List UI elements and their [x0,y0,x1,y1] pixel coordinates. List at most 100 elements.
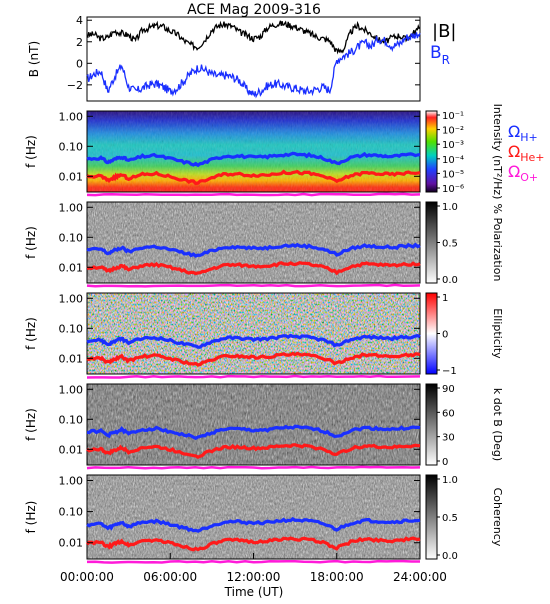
f-ytick-label: 1.00 [59,201,84,214]
colorbar-tick-label: 10⁻⁵ [442,169,464,180]
f-ylabel: f (Hz) [24,317,38,350]
colorbar-tick-label: −1 [442,366,457,377]
legend-b-radial-main: B [430,43,442,63]
o-plus-gyro-line [86,559,420,564]
f-ytick-label: 1.00 [59,383,84,396]
legend-omega-h-main: Ω [508,122,520,141]
x-axis-label: Time (UT) [224,585,284,599]
colorbar-tick-label: 10⁻³ [442,140,464,151]
polarization-texture [87,202,420,283]
h-plus-gyro-line [86,424,421,441]
intensity-colorbar [425,110,438,193]
ellipticity-texture [87,293,420,374]
figure-title: ACE Mag 2009-316 [187,2,321,18]
legend-omega-o-main: Ω [508,162,520,181]
b-total-line [86,20,421,55]
h-plus-gyro-line [86,151,421,168]
o-plus-gyro-line [86,465,421,470]
legend-b-radial: BR [430,43,450,67]
colorbar-tick-label: 0 [442,330,448,341]
b-field-ylabel-text: B (nT) [27,41,41,77]
legend-omega-o-sub: O+ [520,171,538,184]
colorbar-tick-label: 0.0 [442,275,458,286]
coherency-panel [86,474,438,560]
x-tick-label: 06:00:00 [143,570,197,584]
f-ytick-label: 1.00 [59,110,84,123]
coherency-colorbar [425,474,438,560]
h-plus-gyro-line [86,333,421,349]
f-ylabel: f (Hz) [24,408,38,441]
gyro-legend: ΩH+ ΩHe+ ΩO+ [508,122,545,184]
legend-omega-h-sub: H+ [520,131,538,144]
h-plus-gyro-line [86,242,421,258]
b-field-ylabel: B (nT) [27,41,41,77]
colorbar-label: Ellipticity [491,308,504,359]
x-tick-label: 12:00:00 [227,570,281,584]
colorbar-tick-label: 1.0 [442,475,458,486]
o-plus-gyro-line [86,374,421,379]
b-ytick-label: 2 [76,36,83,49]
f-ytick-label: 0.10 [59,506,84,519]
colorbar-label: % Polarization [491,204,504,282]
f-ytick-label: 0.10 [59,140,84,153]
b-field-plot-area [86,16,421,102]
k-dot-b-frame [86,383,421,466]
f-ytick-label: 0.10 [59,231,84,244]
f-ytick-label: 1.00 [59,474,84,487]
colorbar-tick-label: 10⁻⁴ [442,155,464,166]
he-plus-gyro-line [86,351,421,367]
colorbar-tick-label: 0.5 [442,513,458,524]
legend-omega-o: ΩO+ [508,162,538,184]
colorbar-tick-label: 30 [442,433,455,444]
colorbar-tick-label: 10⁻¹ [442,111,464,122]
colorbar-tick-label: 0.0 [442,551,458,562]
colorbar-tick-label: 60 [442,408,455,419]
colorbar-tick-label: 0.5 [442,239,458,250]
f-ytick-label: 0.01 [59,261,84,274]
colorbar-tick-label: 1.0 [442,202,458,213]
f-ytick-label: 0.01 [59,170,84,183]
h-plus-gyro-line [86,516,421,533]
colorbar-label: Intensity (nT²/Hz) [491,104,504,200]
b-field-y-ticks: −2 0 2 4 [67,14,420,92]
b-radial-line [86,32,421,99]
x-tick-label: 00:00:00 [60,570,114,584]
he-plus-gyro-line [85,536,421,552]
f-ylabel: f (Hz) [24,226,38,259]
legend-omega-he: ΩHe+ [508,142,545,164]
x-tick-label: 18:00:00 [310,570,364,584]
colorbar-label: Coherency [491,488,504,547]
he-plus-gyro-line [86,443,421,459]
b-ytick-label: 4 [76,14,83,27]
f-ytick-label: 0.01 [59,443,84,456]
f-ytick-label: 0.01 [59,352,84,365]
colorbar-tick-label: 0 [442,457,448,468]
colorbar-tick-label: 1 [442,293,448,304]
f-ytick-label: 1.00 [59,292,84,305]
legend-b-radial-sub: R [442,53,450,67]
x-axis-ticks: 00:00:00 06:00:00 12:00:00 18:00:00 24:00:00 [60,553,447,584]
intensity-frame [86,110,421,193]
coherency-texture [87,475,420,559]
colorbar-label: k dot B (Deg) [491,388,504,461]
b-ytick-label: 0 [76,57,83,70]
f-ytick-label: 0.10 [59,413,84,426]
polarization-frame [86,201,421,284]
legend-b-total: |B| [432,21,456,42]
k-dot-b-colorbar [425,383,438,466]
he-plus-gyro-line [86,169,421,186]
colorbar-tick-label: 10⁻² [442,126,464,137]
legend-omega-he-main: Ω [508,142,520,161]
legend-omega-he-sub: He+ [520,151,544,164]
b-ytick-label: −2 [67,79,83,92]
ellipticity-panel [86,292,438,375]
o-plus-gyro-line [86,283,421,288]
f-ytick-label: 0.10 [59,322,84,335]
ellipticity-frame [86,292,421,375]
intensity-panel [86,110,438,193]
legend-omega-h: ΩH+ [508,122,538,144]
gyrofrequency-overlays [85,151,421,564]
polarization-colorbar [425,201,438,284]
f-ytick-label: 0.01 [59,537,84,550]
